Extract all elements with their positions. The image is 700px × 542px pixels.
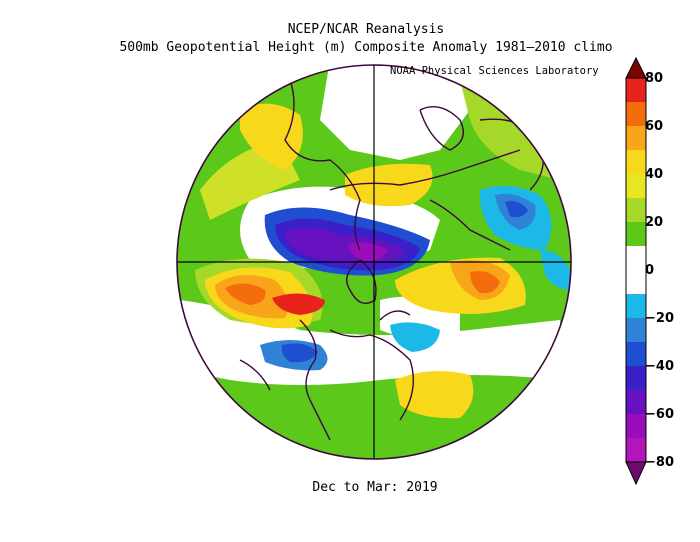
colorbar-tick-label: −40 [645, 359, 674, 374]
colorbar-tick-label: 0 [645, 263, 655, 278]
positive-region-alaska [240, 103, 303, 170]
negative-region-east [540, 250, 570, 290]
positive-region-arctic [345, 163, 433, 207]
colorbar-segment [626, 150, 646, 175]
colorbar-segment [626, 294, 646, 319]
colorbar-segment [626, 222, 646, 247]
colorbar-segment [626, 366, 646, 391]
colorbar-segment [626, 78, 646, 103]
colorbar-segment [626, 414, 646, 439]
map-title: NCEP/NCAR Reanalysis [287, 22, 445, 37]
positive-band-northeast [460, 80, 560, 180]
colorbar-tick-label: −60 [645, 407, 674, 422]
positive-region-south-atlantic [395, 371, 474, 419]
colorbar-tick-label: 60 [645, 119, 664, 134]
anomaly-field [177, 65, 571, 459]
positive-peak-subtropical [272, 293, 325, 315]
negative-core-southwest [281, 343, 318, 363]
colorbar-tick-label: −80 [645, 455, 674, 470]
negative-region-atlantic [390, 322, 440, 352]
period-label: Dec to Mar: 2019 [312, 480, 438, 495]
positive-peak-pacific [225, 283, 266, 305]
negative-core-scandinavia [505, 201, 528, 218]
colorbar-tick-label: 80 [645, 71, 664, 86]
colorbar-segment [626, 174, 646, 199]
colorbar-segments [626, 78, 646, 463]
colorbar-segment [626, 270, 646, 295]
colorbar-top-arrow [625, 56, 647, 79]
colorbar-tick-label: −20 [645, 311, 674, 326]
colorbar-segment [626, 438, 646, 463]
colorbar-segment [626, 390, 646, 415]
colorbar-segment [626, 198, 646, 223]
colorbar-segment [626, 342, 646, 367]
colorbar-frame [625, 77, 647, 463]
colorbar-segment [626, 126, 646, 151]
colorbar-segment [626, 318, 646, 343]
positive-peak-atlantic [470, 271, 500, 294]
colorbar-segment [626, 102, 646, 127]
colorbar-segment [626, 246, 646, 271]
colorbar-tick-label: 40 [645, 167, 664, 182]
map-boundary [176, 64, 572, 460]
credit-label: NOAA Physical Sciences Laboratory [390, 65, 599, 77]
map-subtitle: 500mb Geopotential Height (m) Composite … [119, 40, 613, 55]
colorbar-tick-label: 20 [645, 215, 664, 230]
